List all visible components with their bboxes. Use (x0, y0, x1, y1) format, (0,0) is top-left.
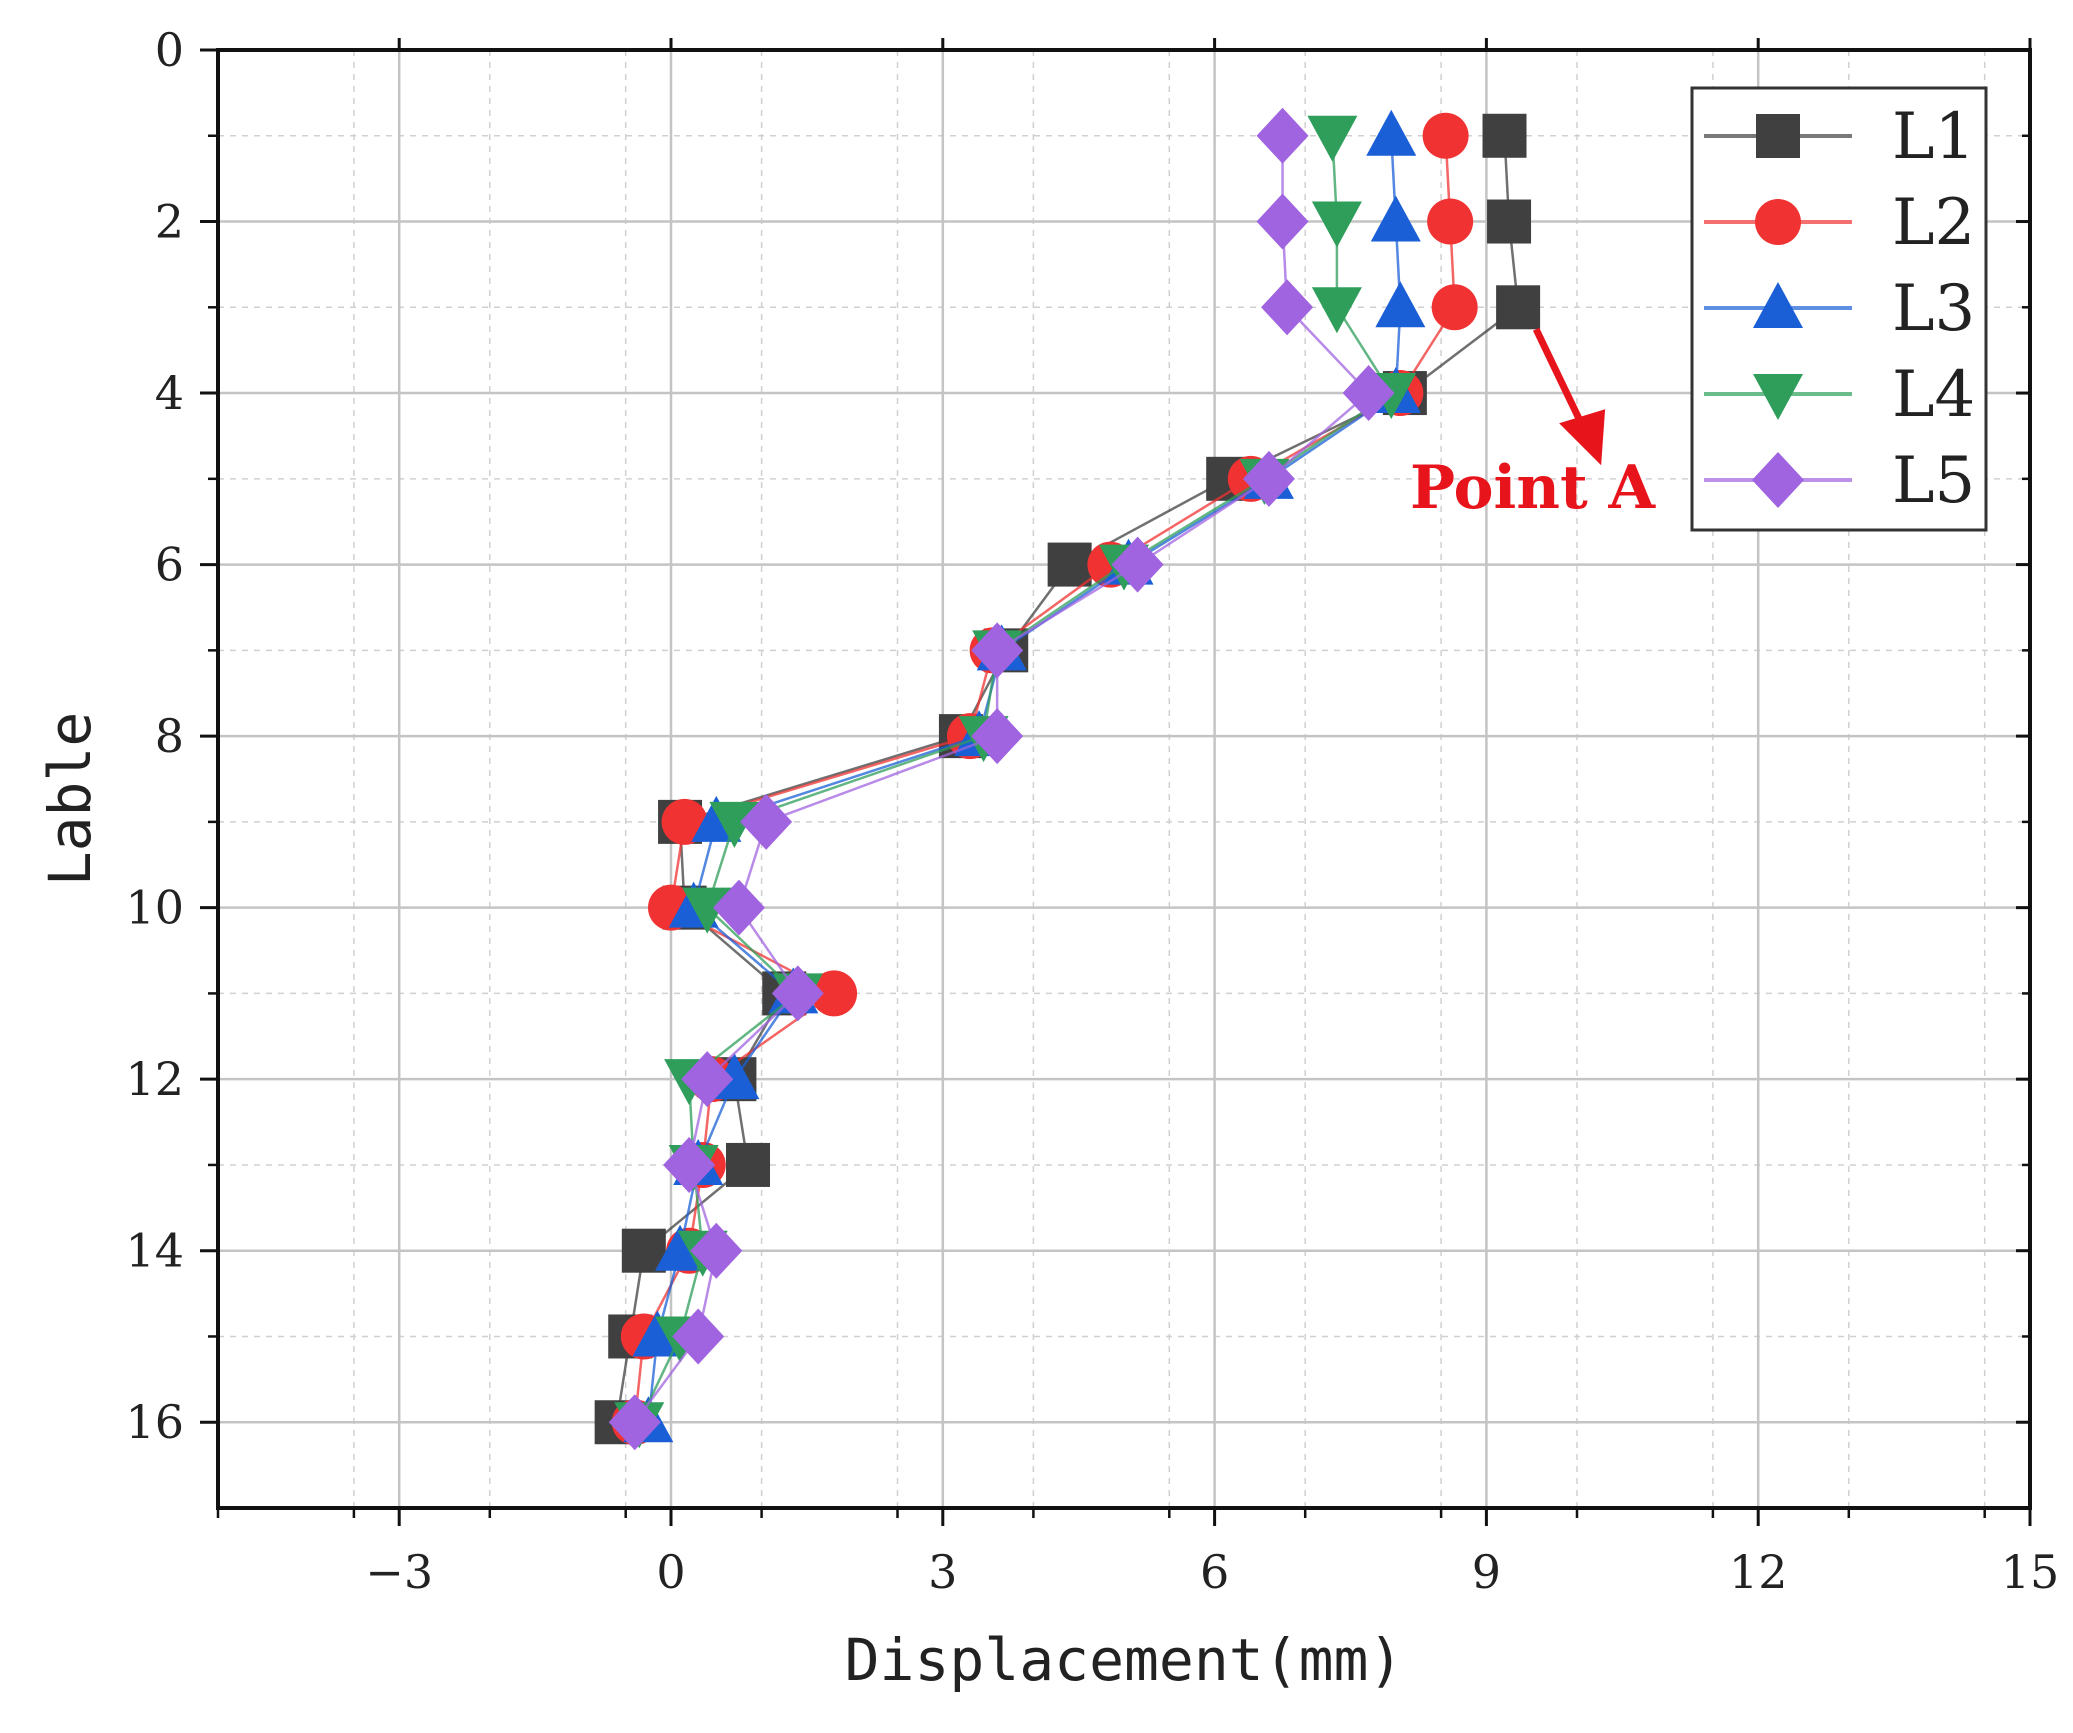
legend-entry-l3: L3 (1704, 272, 1975, 346)
data-point-l3 (632, 1310, 683, 1357)
data-point-l5 (672, 1308, 725, 1365)
legend-marker (1755, 199, 1801, 245)
data-point-l5 (663, 1136, 716, 1193)
data-point-l5 (971, 622, 1024, 679)
legend-entry-l5: L5 (1704, 444, 1975, 518)
data-point-l2 (1427, 198, 1474, 245)
legend-label: L3 (1892, 272, 1975, 346)
y-tick-label: 6 (155, 538, 184, 592)
data-point-l1 (1496, 285, 1541, 330)
data-point-l5 (1261, 279, 1314, 336)
data-point-l1 (1047, 542, 1092, 587)
data-point-l1 (1487, 199, 1532, 244)
data-point-l5 (608, 1394, 661, 1451)
legend-entry-l1: L1 (1704, 100, 1975, 174)
y-axis-title: Lable (36, 712, 104, 887)
y-tick-label: 12 (125, 1052, 184, 1106)
legend-marker (1756, 114, 1800, 158)
data-point-l5 (1342, 365, 1395, 422)
legend-entry-l2: L2 (1704, 186, 1975, 260)
legend: L1 L2 L3 L4 L5 (1690, 86, 1988, 532)
data-point-l5 (1256, 193, 1309, 250)
series-line-l3 (647, 135, 1402, 1423)
series-layer (594, 107, 1541, 1451)
series-line-l4 (638, 135, 1393, 1423)
data-point-l1 (726, 1142, 771, 1187)
y-tick-label: 2 (155, 195, 184, 249)
legend-label: L5 (1892, 444, 1975, 518)
data-point-l3 (1375, 281, 1426, 328)
x-tick-label: 3 (928, 1545, 957, 1599)
data-point-l5 (971, 708, 1024, 765)
data-point-l5 (771, 965, 824, 1022)
data-point-l5 (690, 1222, 743, 1279)
y-tick-label: 16 (125, 1395, 184, 1449)
x-tick-label: −3 (365, 1545, 433, 1599)
data-point-l5 (1242, 450, 1295, 507)
y-tick-label: 0 (155, 23, 184, 77)
x-tick-label: 12 (1729, 1545, 1788, 1599)
x-tick-label: 9 (1472, 1545, 1501, 1599)
series-line-l2 (633, 135, 1456, 1423)
annotation-layer: Point A (1410, 327, 1657, 523)
x-tick-label: 0 (656, 1545, 685, 1599)
data-point-l3 (1366, 109, 1417, 156)
data-point-l3 (655, 1224, 706, 1271)
data-point-l5 (1111, 536, 1164, 593)
y-tick-label: 4 (155, 366, 184, 420)
series-l5 (608, 107, 1395, 1451)
y-tick-label: 8 (155, 709, 184, 763)
data-point-l4 (1311, 201, 1362, 248)
point-a-annotation: Point A (1410, 453, 1657, 523)
data-point-l1 (1482, 113, 1527, 158)
y-tick-label: 10 (125, 881, 184, 935)
y-tick-label: 14 (125, 1224, 184, 1278)
x-axis-title: Displacement(mm) (845, 1626, 1404, 1694)
data-point-l2 (1422, 112, 1469, 159)
data-point-l2 (1431, 284, 1478, 331)
legend-label: L2 (1892, 186, 1975, 260)
axes: −3 0 3 6 9 12 15 0 2 4 6 8 10 12 14 16 (125, 23, 2059, 1599)
legend-marker (1752, 452, 1804, 508)
plot-frame (216, 48, 2032, 1510)
legend-entry-l4: L4 (1704, 358, 1975, 432)
legend-marker (1753, 282, 1803, 328)
data-point-l5 (712, 879, 765, 936)
data-point-l4 (1307, 115, 1358, 162)
annotation-arrow-shaft (1532, 327, 1587, 429)
legend-marker (1753, 374, 1803, 420)
series-line-l5 (633, 135, 1371, 1423)
data-point-l4 (1311, 287, 1362, 334)
annotation-arrowhead (1559, 409, 1606, 466)
legend-label: L1 (1892, 100, 1975, 174)
data-point-l2 (811, 970, 858, 1017)
data-point-l4 (682, 887, 733, 934)
data-point-l5 (681, 1051, 734, 1108)
legend-label: L4 (1892, 358, 1975, 432)
x-tick-label: 6 (1200, 1545, 1229, 1599)
data-point-l5 (740, 793, 793, 850)
x-tick-label: 15 (2001, 1545, 2060, 1599)
data-point-l3 (1370, 195, 1421, 242)
data-point-l4 (709, 801, 760, 848)
data-point-l5 (1256, 107, 1309, 164)
